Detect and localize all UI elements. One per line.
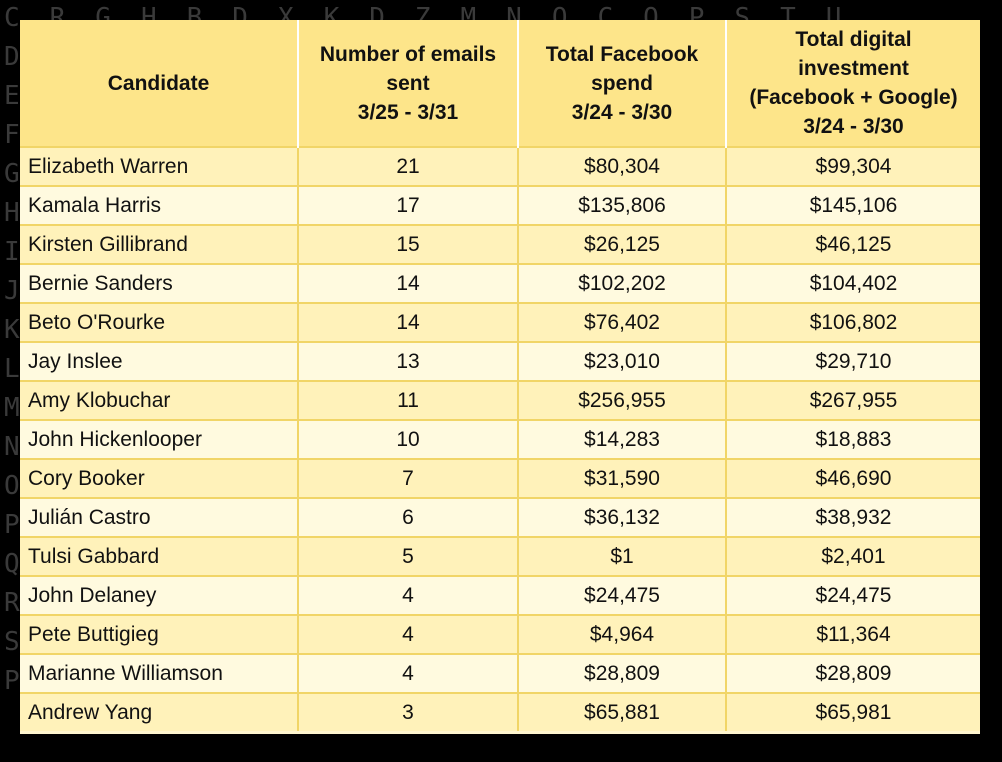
table-row: Cory Booker 7 $31,590 $46,690: [20, 458, 980, 498]
facebook-spend-cell: $102,202: [518, 263, 727, 303]
table-row: Amy Klobuchar 11 $256,955 $267,955: [20, 380, 980, 420]
table-row: Pete Buttigieg 4 $4,964 $11,364: [20, 614, 980, 654]
digital-investment-cell: $46,690: [726, 458, 980, 498]
facebook-spend-cell: $1: [518, 536, 727, 576]
emails-sent-cell: 14: [298, 302, 519, 342]
candidate-name-cell: Julián Castro: [20, 497, 299, 537]
candidate-name-cell: Beto O'Rourke: [20, 302, 299, 342]
emails-sent-cell: 14: [298, 263, 519, 303]
header-line: sent: [386, 71, 430, 95]
emails-sent-cell: 11: [298, 380, 519, 420]
digital-investment-cell: $2,401: [726, 536, 980, 576]
candidate-name-cell: Amy Klobuchar: [20, 380, 299, 420]
header-line: investment: [798, 57, 909, 80]
digital-investment-cell: $38,932: [726, 497, 980, 537]
data-table: Candidate Number of emails sent 3/25 - 3/31…: [20, 20, 980, 731]
table-row: Julián Castro 6 $36,132 $38,932: [20, 497, 980, 537]
facebook-spend-cell: $36,132: [518, 497, 727, 537]
emails-sent-cell: 4: [298, 575, 519, 615]
header-line: 3/24 - 3/30: [803, 115, 904, 138]
emails-sent-cell: 4: [298, 653, 519, 693]
table-row: Jay Inslee 13 $23,010 $29,710: [20, 341, 980, 381]
emails-sent-cell: 3: [298, 692, 519, 731]
emails-sent-cell: 5: [298, 536, 519, 576]
header-digital-investment: Total digital investment (Facebook + Googl…: [726, 20, 980, 147]
candidate-name-cell: Jay Inslee: [20, 341, 299, 381]
digital-investment-cell: $28,809: [726, 653, 980, 693]
table-row: Elizabeth Warren 21 $80,304 $99,304: [20, 146, 980, 186]
header-line: Total Facebook: [545, 42, 699, 66]
candidate-name-cell: Pete Buttigieg: [20, 614, 299, 654]
emails-sent-cell: 4: [298, 614, 519, 654]
digital-investment-cell: $24,475: [726, 575, 980, 615]
facebook-spend-cell: $23,010: [518, 341, 727, 381]
facebook-spend-cell: $28,809: [518, 653, 727, 693]
table-body: Elizabeth Warren 21 $80,304 $99,304 Kamala H…: [20, 146, 980, 731]
facebook-spend-cell: $80,304: [518, 146, 727, 186]
digital-investment-cell: $104,402: [726, 263, 980, 303]
emails-sent-cell: 7: [298, 458, 519, 498]
table-row: Tulsi Gabbard 5 $1 $2,401: [20, 536, 980, 576]
emails-sent-cell: 21: [298, 146, 519, 186]
facebook-spend-cell: $65,881: [518, 692, 727, 731]
header-line: Total digital: [795, 28, 912, 51]
header-line: 3/24 - 3/30: [571, 100, 673, 124]
facebook-spend-cell: $26,125: [518, 224, 727, 264]
digital-investment-cell: $65,981: [726, 692, 980, 731]
emails-sent-cell: 10: [298, 419, 519, 459]
emails-sent-cell: 15: [298, 224, 519, 264]
candidate-name-cell: Andrew Yang: [20, 692, 299, 731]
header-row: Candidate Number of emails sent 3/25 - 3/31…: [20, 20, 980, 147]
facebook-spend-cell: $24,475: [518, 575, 727, 615]
candidate-name-cell: Kamala Harris: [20, 185, 299, 225]
candidate-name-cell: Cory Booker: [20, 458, 299, 498]
candidate-name-cell: Elizabeth Warren: [20, 146, 299, 186]
facebook-spend-cell: $14,283: [518, 419, 727, 459]
header-line: Number of emails: [319, 42, 497, 66]
digital-investment-cell: $106,802: [726, 302, 980, 342]
candidate-name-cell: John Delaney: [20, 575, 299, 615]
digital-investment-cell: $145,106: [726, 185, 980, 225]
header-emails-sent: Number of emails sent 3/25 - 3/31: [298, 20, 519, 147]
facebook-spend-cell: $31,590: [518, 458, 727, 498]
candidate-name-cell: Tulsi Gabbard: [20, 536, 299, 576]
table-row: Marianne Williamson 4 $28,809 $28,809: [20, 653, 980, 693]
table-row: John Delaney 4 $24,475 $24,475: [20, 575, 980, 615]
header-candidate: Candidate: [20, 20, 299, 147]
facebook-spend-cell: $76,402: [518, 302, 727, 342]
header-line: (Facebook + Google): [749, 86, 958, 109]
facebook-spend-cell: $256,955: [518, 380, 727, 420]
table-header: Candidate Number of emails sent 3/25 - 3/31…: [20, 20, 980, 147]
digital-investment-cell: $18,883: [726, 419, 980, 459]
facebook-spend-cell: $135,806: [518, 185, 727, 225]
emails-sent-cell: 13: [298, 341, 519, 381]
header-facebook-spend: Total Facebook spend 3/24 - 3/30: [518, 20, 727, 147]
table-row: Bernie Sanders 14 $102,202 $104,402: [20, 263, 980, 303]
table-row: Andrew Yang 3 $65,881 $65,981: [20, 692, 980, 731]
emails-sent-cell: 17: [298, 185, 519, 225]
candidate-spending-table: Candidate Number of emails sent 3/25 - 3/31…: [20, 20, 980, 734]
table-row: Beto O'Rourke 14 $76,402 $106,802: [20, 302, 980, 342]
digital-investment-cell: $99,304: [726, 146, 980, 186]
candidate-name-cell: Marianne Williamson: [20, 653, 299, 693]
facebook-spend-cell: $4,964: [518, 614, 727, 654]
table-row: John Hickenlooper 10 $14,283 $18,883: [20, 419, 980, 459]
digital-investment-cell: $11,364: [726, 614, 980, 654]
candidate-name-cell: Bernie Sanders: [20, 263, 299, 303]
header-line: spend: [591, 71, 653, 95]
digital-investment-cell: $267,955: [726, 380, 980, 420]
emails-sent-cell: 6: [298, 497, 519, 537]
table-row: Kamala Harris 17 $135,806 $145,106: [20, 185, 980, 225]
digital-investment-cell: $29,710: [726, 341, 980, 381]
digital-investment-cell: $46,125: [726, 224, 980, 264]
header-line: Candidate: [107, 71, 210, 95]
header-line: 3/25 - 3/31: [357, 100, 459, 124]
candidate-name-cell: Kirsten Gillibrand: [20, 224, 299, 264]
candidate-name-cell: John Hickenlooper: [20, 419, 299, 459]
table-row: Kirsten Gillibrand 15 $26,125 $46,125: [20, 224, 980, 264]
